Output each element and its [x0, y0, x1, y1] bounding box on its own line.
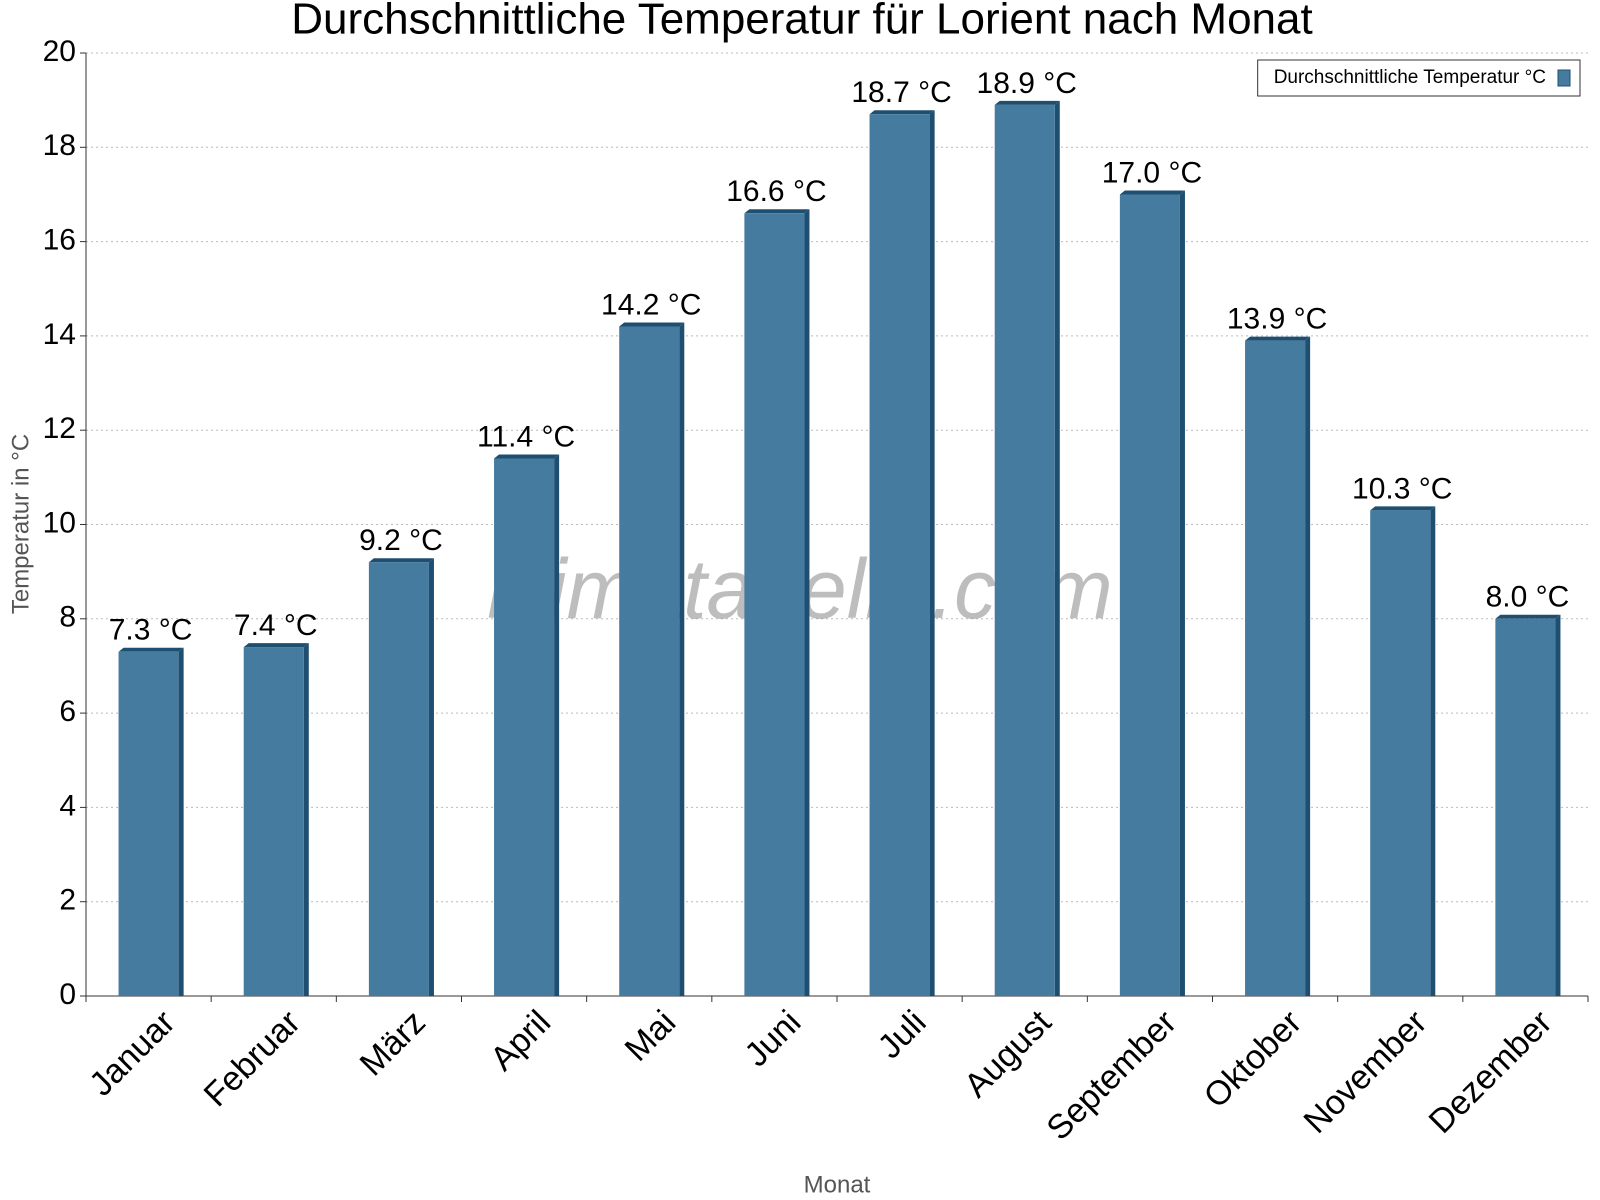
bar-top — [1370, 506, 1436, 511]
bar — [1245, 340, 1306, 996]
bar-top — [118, 647, 184, 652]
value-label: 9.2 °C — [359, 524, 443, 557]
bar — [994, 104, 1055, 997]
bar-side — [1305, 336, 1311, 996]
bar — [118, 651, 179, 996]
bar-top — [994, 100, 1060, 105]
x-tick-label: Januar — [82, 1003, 182, 1103]
bar-side — [303, 643, 309, 996]
value-label: 14.2 °C — [601, 288, 701, 321]
bar-top — [368, 558, 434, 563]
bar-top — [869, 110, 935, 115]
value-label: 17.0 °C — [1102, 156, 1202, 189]
y-tick-label: 14 — [43, 318, 76, 351]
y-tick-label: 16 — [43, 224, 76, 257]
bar-top — [1495, 614, 1561, 619]
x-tick-label: Dezember — [1422, 1003, 1560, 1141]
x-tick-label: März — [353, 1003, 433, 1083]
x-tick-label: Mai — [618, 1003, 684, 1069]
x-tick-label: April — [483, 1003, 558, 1078]
x-tick-label: Juni — [737, 1003, 808, 1074]
bar-top — [243, 643, 309, 648]
bar-side — [679, 322, 685, 997]
y-tick-label: 4 — [59, 789, 76, 822]
legend-swatch — [1557, 69, 1571, 87]
bar — [368, 562, 429, 996]
y-tick-label: 10 — [43, 506, 76, 539]
chart-title: Durchschnittliche Temperatur für Lorient… — [291, 0, 1312, 44]
y-tick-label: 6 — [59, 695, 76, 728]
bar-side — [1555, 614, 1561, 996]
bar-side — [428, 558, 434, 996]
bar-top — [494, 454, 560, 459]
bar-side — [1179, 190, 1185, 996]
y-tick-label: 18 — [43, 129, 76, 162]
y-tick-label: 8 — [59, 601, 76, 634]
bar — [869, 114, 930, 997]
bar — [243, 647, 304, 996]
legend: Durchschnittliche Temperatur °C — [1257, 59, 1581, 97]
bar-side — [1430, 506, 1436, 996]
x-tick-label: September — [1039, 1003, 1183, 1147]
bar-top — [619, 322, 685, 327]
value-label: 10.3 °C — [1352, 472, 1452, 505]
bar — [1495, 618, 1556, 996]
value-label: 7.3 °C — [109, 614, 193, 647]
value-label: 7.4 °C — [234, 609, 318, 642]
x-tick-label: Oktober — [1197, 1003, 1309, 1115]
value-label: 18.9 °C — [977, 67, 1077, 100]
value-label: 13.9 °C — [1227, 303, 1327, 336]
y-tick-label: 12 — [43, 412, 76, 445]
x-axis-title: Monat — [804, 1171, 871, 1198]
bar — [1119, 194, 1180, 996]
bar-side — [929, 110, 935, 997]
y-tick-label: 2 — [59, 884, 76, 917]
bar-side — [178, 647, 184, 996]
legend-box — [1257, 59, 1581, 97]
bar — [494, 458, 555, 996]
value-label: 18.7 °C — [851, 76, 951, 109]
value-label: 16.6 °C — [726, 175, 826, 208]
bar-top — [1119, 190, 1185, 195]
value-label: 8.0 °C — [1486, 581, 1570, 614]
legend-label: Durchschnittliche Temperatur °C — [1274, 67, 1546, 88]
bar — [1370, 510, 1431, 996]
bar — [744, 213, 805, 996]
x-tick-label: Juli — [871, 1003, 934, 1066]
x-tick-label: Februar — [197, 1003, 308, 1114]
x-tick-label: November — [1296, 1003, 1434, 1141]
bar-side — [804, 209, 810, 996]
y-axis-title: Temperatur in °C — [7, 434, 34, 614]
x-tick-label: August — [957, 1003, 1059, 1105]
bar-top — [1245, 336, 1311, 341]
y-tick-label: 0 — [59, 978, 76, 1011]
bar-top — [744, 209, 810, 214]
y-tick-label: 20 — [43, 35, 76, 68]
bar-side — [554, 454, 560, 996]
bar — [619, 326, 680, 997]
bar-side — [1054, 100, 1060, 997]
value-label: 11.4 °C — [477, 420, 575, 453]
